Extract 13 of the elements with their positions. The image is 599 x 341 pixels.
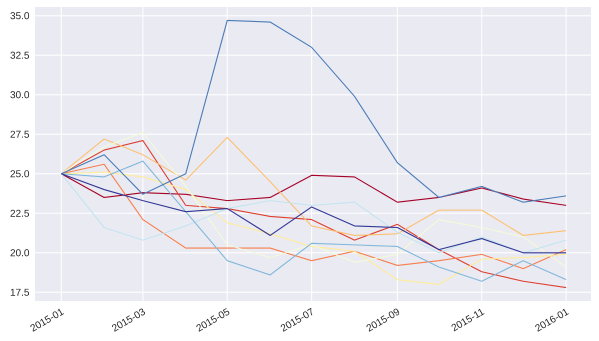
line-series <box>60 136 567 236</box>
y-tick-label: 35.0 <box>10 12 30 20</box>
line-series <box>60 173 567 206</box>
y-tick-label: 20.0 <box>10 249 30 256</box>
line-series <box>60 132 567 268</box>
line-series <box>60 20 567 203</box>
y-tick-label: 22.5 <box>10 210 30 217</box>
y-tick-label: 27.5 <box>10 130 30 138</box>
y-tick-label: 30.0 <box>10 91 30 98</box>
y-tick-label: 32.5 <box>10 52 30 59</box>
y-tick-label: 17.5 <box>10 288 30 296</box>
line-series <box>60 173 567 254</box>
y-tick-label: 25.0 <box>10 170 30 178</box>
